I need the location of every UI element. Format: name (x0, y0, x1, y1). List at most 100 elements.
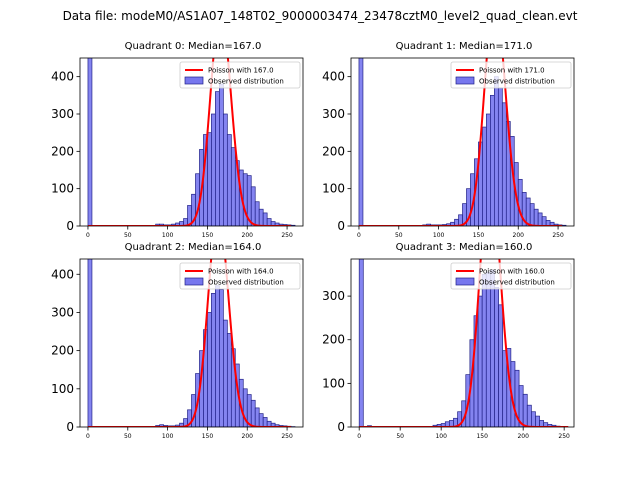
quadrant-2-xtick-label: 0 (86, 433, 90, 440)
quadrant-2-ytick-label: 200 (51, 344, 74, 358)
quadrant-0-bar (258, 208, 264, 226)
quadrant-1-legend-box (450, 61, 572, 89)
quadrant-0-bar (87, 58, 93, 226)
quadrant-1-bar (533, 208, 539, 226)
quadrant-2-ytick-label: 100 (51, 382, 74, 396)
quadrant-1-xtick-label: 100 (433, 232, 445, 239)
quadrant-1-xtick-label: 150 (473, 232, 485, 239)
quadrant-3-xtick-label: 150 (476, 433, 488, 440)
quadrant-2-title: Quadrant 2: Median=164.0 (125, 242, 262, 253)
quadrant-3-xtick-label: 250 (558, 433, 570, 440)
quadrant-0-bar (250, 186, 256, 226)
quadrant-0-panel: Quadrant 0: Median=167.0 0 100 200 300 400 0 5… (51, 41, 304, 239)
quadrant-2-xtick-label: 50 (124, 433, 132, 440)
quadrant-3-xtick-label: 100 (435, 433, 447, 440)
quadrant-2-xtick-label: 250 (281, 433, 293, 440)
quadrant-3-bar (522, 393, 528, 427)
quadrant-1-bar (501, 102, 507, 226)
quadrant-0-bar (223, 113, 228, 226)
quadrant-1-axes-frame (350, 57, 575, 227)
quadrant-0-bar (195, 173, 200, 226)
quadrant-0-bar (242, 173, 248, 226)
quadrant-2-xtick-label: 150 (202, 433, 214, 440)
quadrant-0-legend: Poisson with 167.0 Observed distribution (179, 61, 301, 89)
quadrant-0-legend-bar-label: Observed distribution (208, 78, 284, 86)
quadrant-3-bar (477, 295, 483, 427)
quadrant-0-bar (230, 147, 236, 226)
quadrant-3-legend-bar-swatch (455, 277, 475, 286)
quadrant-3-ytick-label: 200 (322, 333, 345, 347)
quadrant-1-poisson-curve (358, 58, 563, 226)
quadrant-2-bar (87, 259, 93, 427)
quadrant-0-xtick-label: 250 (281, 232, 293, 239)
quadrant-1-xtick-label: 50 (395, 232, 403, 239)
quadrant-1-legend: Poisson with 171.0 Observed distribution (450, 61, 572, 89)
quadrant-3-xtick-label: 50 (396, 433, 404, 440)
quadrant-2-bar (207, 312, 212, 427)
quadrant-0-xtick-label: 0 (86, 232, 90, 239)
quadrant-1-bar (490, 94, 495, 226)
quadrant-1-bar (358, 58, 364, 226)
quadrant-2-xtick-label: 100 (162, 433, 174, 440)
quadrant-2-bar (254, 407, 260, 427)
quadrant-1-bar (517, 178, 523, 226)
quadrant-2-bar (223, 319, 228, 427)
quadrant-2-bar (258, 413, 264, 427)
quadrant-2-axes-frame (79, 258, 304, 428)
quadrant-2-legend: Poisson with 164.0 Observed distribution (179, 262, 301, 290)
quadrant-3-bar (535, 415, 540, 427)
quadrant-1-bar (529, 203, 535, 226)
quadrant-0-bar (262, 212, 268, 226)
quadrant-0-ytick-label: 100 (51, 182, 74, 196)
quadrant-3-bar (490, 269, 495, 427)
quadrant-3-title: Quadrant 3: Median=160.0 (396, 242, 533, 253)
quadrant-3-legend: Poisson with 160.0 Observed distribution (450, 262, 572, 290)
quadrant-0-bar (254, 201, 260, 226)
quadrant-2-legend-bar-label: Observed distribution (208, 279, 284, 287)
quadrant-2-ytick-label: 400 (51, 267, 74, 281)
quadrant-1-xtick-label: 200 (513, 232, 525, 239)
quadrant-3-bar (481, 273, 487, 427)
quadrant-0-bar (215, 91, 220, 226)
quadrant-0-bar (211, 113, 216, 226)
quadrant-0-title: Quadrant 0: Median=167.0 (125, 41, 262, 52)
quadrant-2-bar (262, 417, 268, 427)
quadrant-2-legend-bar-swatch (184, 277, 204, 286)
quadrant-0-bars (87, 58, 296, 226)
quadrant-2-bar (211, 293, 216, 427)
quadrant-1-bar (482, 126, 487, 226)
quadrant-0-axes-frame (79, 57, 304, 227)
quadrant-3-axes-frame (350, 258, 575, 428)
quadrant-3-xtick-label: 0 (357, 433, 361, 440)
quadrant-3-ytick-label: 100 (322, 376, 345, 390)
quadrant-1-bar (537, 212, 543, 226)
quadrant-2-xtick-label: 200 (242, 433, 254, 440)
quadrant-1-xtick-label: 0 (357, 232, 361, 239)
quadrant-1-xtick-label: 250 (552, 232, 564, 239)
figure-suptitle: Data file: modeM0/AS1A07_148T02_90000034… (63, 9, 578, 23)
quadrant-1-ytick-label: 300 (322, 107, 345, 121)
quadrant-0-bar (226, 134, 232, 226)
quadrant-1-ytick-label: 400 (322, 70, 345, 84)
quadrant-2-legend-curve-label: Poisson with 164.0 (208, 268, 274, 276)
quadrant-3-bar (526, 404, 532, 427)
quadrant-0-ytick-label: 300 (51, 107, 74, 121)
quadrant-0-bar (266, 218, 272, 226)
quadrant-1-bar (525, 197, 531, 226)
quadrant-2-bar (250, 399, 256, 427)
quadrant-0-legend-box (179, 61, 301, 89)
quadrant-3-ytick-label: 0 (337, 420, 345, 434)
quadrant-3-bar (531, 411, 536, 427)
quadrant-0-ytick-label: 400 (51, 70, 74, 84)
quadrant-1-bar (497, 87, 503, 226)
quadrant-0-bar (207, 132, 212, 226)
quadrant-1-bar (486, 113, 491, 226)
quadrant-3-panel: Quadrant 3: Median=160.0 0 100 200 300 0 50 10… (322, 242, 575, 440)
quadrant-0-xtick-label: 150 (202, 232, 214, 239)
quadrant-3-bar (485, 271, 491, 427)
quadrant-0-xtick-label: 50 (124, 232, 132, 239)
quadrant-1-legend-bar-label: Observed distribution (479, 78, 555, 86)
quadrant-1-bar (541, 216, 547, 226)
quadrant-2-panel: Quadrant 2: Median=164.0 0 100 200 300 400 0 5… (51, 242, 304, 440)
quadrant-3-bar (494, 287, 499, 427)
